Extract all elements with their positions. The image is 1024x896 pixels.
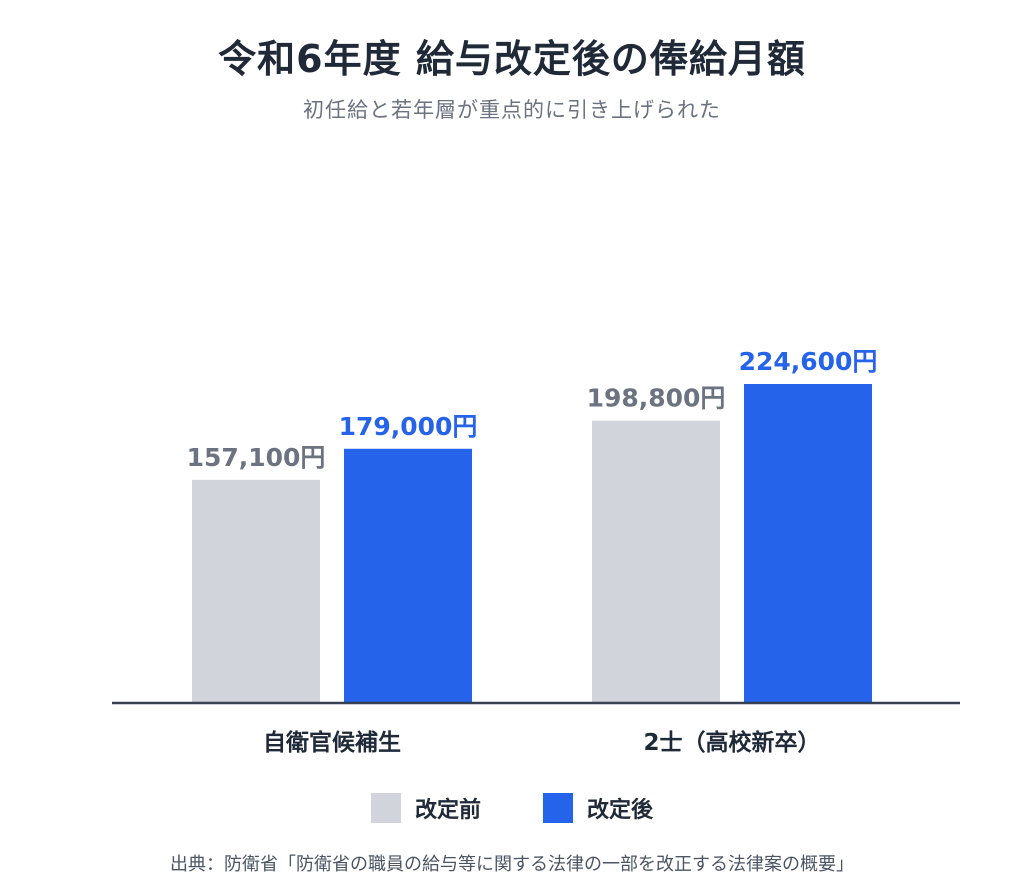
legend-swatch-before — [370, 793, 401, 823]
legend-swatch-after — [543, 793, 573, 823]
data-label-before-1: 198,800円 — [587, 384, 726, 413]
legend-label-before: 改定前 — [414, 798, 481, 823]
chart-subtitle: 初任給と若年層が重点的に引き上げられた — [303, 98, 721, 122]
source-note: 出典：防衛省「防衛省の職員の給与等に関する法律の一部を改正する法律案の概要」 — [170, 854, 854, 875]
legend-label-after: 改定後 — [587, 798, 654, 823]
category-label-1: 2士（高校新卒） — [643, 729, 820, 756]
bar-before-1 — [592, 420, 720, 703]
bar-after-0 — [344, 448, 472, 703]
data-label-before-0: 157,100円 — [187, 443, 326, 472]
legend-item-before: 改定前 — [370, 792, 481, 824]
chart-title: 令和6年度 給与改定後の俸給月額 — [218, 37, 806, 81]
category-label-0: 自衛官候補生 — [263, 729, 401, 756]
bar-after-1 — [744, 384, 872, 703]
data-label-after-1: 224,600円 — [739, 347, 878, 376]
bar-before-0 — [192, 479, 320, 703]
legend-item-after: 改定後 — [543, 792, 653, 824]
legend: 改定前 改定後 — [0, 792, 1024, 824]
data-label-after-0: 179,000円 — [339, 412, 478, 441]
